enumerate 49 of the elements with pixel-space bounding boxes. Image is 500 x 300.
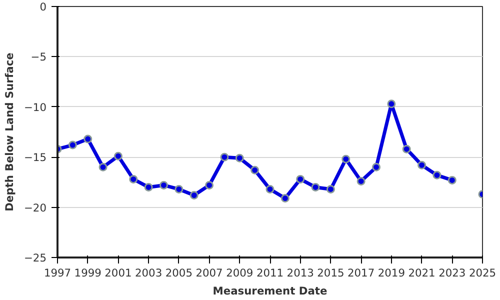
point — [418, 160, 426, 170]
y-tick-label: −15 — [24, 151, 47, 164]
y-tick-label: −25 — [24, 252, 47, 264]
point — [98, 162, 108, 172]
y-tick-label: 0 — [40, 0, 47, 14]
point — [356, 176, 366, 186]
point — [190, 191, 198, 200]
x-tick-label: 2011 — [256, 266, 284, 280]
point — [402, 144, 411, 154]
point — [84, 134, 92, 144]
point — [311, 182, 320, 192]
point — [129, 174, 138, 184]
point — [448, 176, 456, 184]
point — [372, 162, 380, 172]
point — [68, 140, 77, 150]
y-tick-label: −10 — [24, 100, 47, 114]
x-tick-label: 2019 — [378, 266, 406, 280]
x-tick-label: 2013 — [286, 266, 314, 280]
point — [174, 184, 184, 194]
x-axis-title: Measurement Date — [212, 284, 328, 298]
x-tick-label: 2017 — [348, 266, 375, 280]
point — [250, 166, 260, 174]
point — [280, 194, 290, 203]
point — [114, 152, 122, 160]
x-tick-label: 2025 — [468, 266, 496, 280]
y-tick-label: −5 — [30, 50, 47, 64]
x-tick-label: 2015 — [317, 266, 344, 280]
point — [342, 154, 350, 164]
point — [220, 152, 229, 162]
y-tick-label: −20 — [24, 201, 47, 214]
x-tick-label: 2007 — [196, 266, 223, 280]
point — [160, 180, 168, 190]
point — [387, 100, 396, 108]
x-tick-label: 2001 — [104, 266, 132, 280]
x-tick-label: 1999 — [74, 266, 102, 280]
x-tick-label: 2003 — [135, 266, 162, 280]
x-tick-label: 2009 — [226, 266, 254, 280]
point — [296, 174, 305, 184]
point — [205, 180, 214, 190]
x-tick-label: 2021 — [408, 266, 436, 280]
point — [144, 182, 153, 192]
x-tick-label: 2023 — [438, 266, 466, 280]
x-tick-label: 2005 — [165, 266, 192, 280]
point — [432, 170, 442, 180]
x-tick-label: 1997 — [44, 266, 72, 280]
point — [326, 184, 335, 194]
y-axis-title: Depth Below Land Surface — [3, 52, 16, 212]
point — [235, 154, 244, 162]
point — [266, 184, 274, 194]
